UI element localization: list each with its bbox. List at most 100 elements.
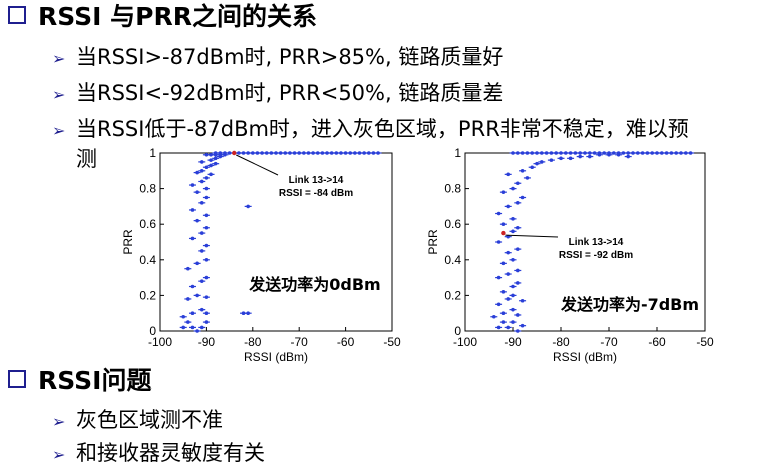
data-point — [204, 176, 209, 180]
data-point — [501, 311, 506, 315]
arrow-bullet-icon: ➢ — [52, 85, 66, 104]
data-point — [264, 151, 269, 155]
y-tick-label: 0.8 — [444, 182, 461, 196]
data-point — [190, 236, 195, 241]
section2-title: RSSI问题 — [38, 366, 152, 395]
data-point — [669, 151, 674, 155]
data-point — [186, 320, 190, 324]
data-point — [190, 183, 195, 187]
data-point — [297, 151, 301, 155]
data-point — [241, 151, 246, 155]
data-point — [501, 190, 506, 194]
bullet-text: 当RSSI<-92dBm时, PRR<50%, 链路质量差 — [76, 81, 504, 105]
annotation-arrow — [236, 154, 279, 176]
y-tick-label: 0.8 — [139, 182, 156, 196]
data-point — [568, 151, 573, 155]
data-point — [195, 190, 199, 194]
data-point — [516, 225, 520, 230]
data-point — [260, 151, 264, 155]
data-point — [597, 151, 602, 155]
data-point — [559, 156, 563, 161]
scatter-chart-0dbm: -100 -90 -80 -70 -60 -50 0 0.2 0.4 0.6 0.8 1 RSSI (d… — [121, 146, 401, 364]
section1-heading: RSSI 与PRR之间的关系 — [8, 2, 317, 32]
data-point — [223, 151, 227, 155]
data-point — [506, 172, 510, 177]
data-point — [525, 151, 530, 155]
arrow-bullet-icon: ➢ — [52, 445, 66, 464]
data-point — [213, 156, 218, 161]
bullet-item: ➢ 和接收器灵敏度有关 — [52, 440, 265, 468]
data-point — [511, 229, 515, 234]
data-point — [636, 151, 640, 155]
data-point — [626, 151, 630, 155]
data-point — [315, 151, 320, 155]
data-point — [549, 158, 554, 162]
data-point — [511, 217, 515, 221]
data-point — [302, 151, 306, 155]
data-point — [583, 151, 587, 155]
data-point — [343, 151, 348, 155]
data-point — [559, 151, 563, 155]
data-point — [496, 302, 501, 307]
data-point — [511, 151, 515, 155]
data-point — [181, 314, 185, 319]
data-point — [645, 151, 650, 155]
data-point — [573, 151, 578, 155]
data-point — [664, 151, 669, 155]
data-point — [209, 158, 213, 162]
data-point — [674, 151, 678, 155]
data-point — [640, 151, 645, 155]
section2-heading: RSSI问题 — [8, 366, 151, 396]
x-tick-label: -60 — [648, 335, 666, 349]
data-point — [199, 179, 204, 184]
data-point — [255, 151, 260, 155]
data-point — [501, 290, 506, 294]
data-point — [516, 247, 520, 251]
x-axis-label: RSSI (dBm) — [553, 350, 617, 364]
data-point — [496, 211, 501, 216]
y-tick-label: 0 — [454, 324, 461, 338]
annotation-line1: Link 13->14 — [289, 175, 344, 186]
data-point — [516, 281, 520, 285]
y-tick-label: 0 — [149, 324, 156, 338]
data-point — [199, 279, 204, 283]
data-point — [684, 151, 688, 155]
data-point — [631, 151, 635, 155]
data-point — [199, 160, 204, 164]
data-point — [227, 151, 232, 155]
data-point — [371, 151, 376, 155]
data-point — [204, 186, 209, 191]
data-point — [367, 151, 371, 155]
data-point — [612, 151, 616, 155]
scatter-chart-minus7dbm: -100 -90 -80 -70 -60 -50 0 0.2 0.4 0.6 0.8 1 RSSI (d… — [426, 146, 714, 364]
data-point — [199, 169, 204, 173]
data-point — [607, 151, 611, 155]
data-point — [204, 243, 209, 248]
data-point — [516, 313, 520, 317]
data-point — [334, 151, 339, 155]
data-point — [535, 161, 539, 166]
data-point — [283, 151, 288, 155]
data-point — [204, 213, 209, 218]
x-tick-label: -50 — [696, 335, 714, 349]
data-point — [688, 151, 693, 155]
section1-title: RSSI 与PRR之间的关系 — [38, 2, 317, 31]
data-point — [511, 293, 515, 298]
data-point — [516, 151, 520, 155]
y-axis-label: PRR — [121, 229, 135, 255]
data-point — [578, 151, 582, 155]
data-point — [376, 151, 380, 155]
data-point — [274, 151, 278, 155]
data-point — [251, 151, 255, 155]
data-point — [195, 218, 199, 223]
data-point — [530, 165, 534, 170]
x-tick-label: -70 — [600, 335, 618, 349]
data-point — [655, 151, 659, 155]
data-point — [540, 151, 544, 155]
x-tick-label: -50 — [383, 335, 401, 349]
data-point — [535, 151, 539, 155]
data-point — [311, 151, 315, 155]
data-point — [501, 320, 506, 324]
data-point — [568, 156, 573, 161]
data-point — [204, 320, 209, 324]
